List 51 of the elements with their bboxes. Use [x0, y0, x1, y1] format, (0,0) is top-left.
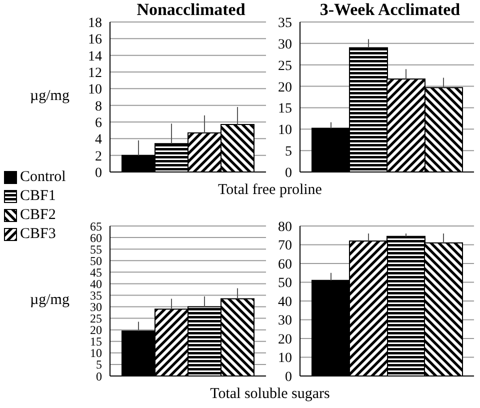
- y-axis-title: µg/mg: [30, 292, 70, 309]
- y-tick-label: 12: [88, 66, 102, 81]
- y-tick-label: 18: [88, 16, 102, 31]
- y-tick-label: 0: [285, 166, 292, 181]
- y-axis-title: µg/mg: [30, 88, 70, 105]
- y-tick-label: 0: [96, 369, 102, 384]
- legend-label: CBF2: [20, 206, 56, 225]
- y-tick-label: 16: [88, 32, 102, 48]
- y-tick-label: 15: [278, 102, 292, 117]
- y-tick-label: 15: [90, 334, 102, 349]
- y-tick-label: 14: [88, 49, 102, 64]
- chart-title: 3-Week Acclimated: [318, 0, 462, 20]
- y-tick-label: 0: [95, 166, 102, 181]
- y-tick-label: 10: [278, 351, 292, 366]
- y-tick-label: 60: [278, 257, 292, 272]
- y-tick-label: 5: [285, 144, 292, 160]
- y-tick-label: 10: [88, 82, 102, 98]
- x-axis-title: Total soluble sugars: [209, 386, 331, 403]
- y-tick-label: 30: [278, 37, 292, 52]
- y-tick-label: 40: [90, 276, 102, 291]
- y-tick-label: 60: [90, 230, 102, 245]
- y-tick-label: 35: [90, 288, 102, 302]
- y-tick-label: 50: [90, 254, 102, 268]
- legend-label: Control: [20, 168, 66, 187]
- x-axis-title: Total free proline: [217, 182, 323, 199]
- legend-label: CBF1: [20, 187, 56, 206]
- y-tick-label: 70: [278, 238, 292, 254]
- y-tick-label: 65: [90, 219, 102, 234]
- y-tick-label: 45: [90, 265, 102, 280]
- y-tick-label: 20: [278, 332, 292, 348]
- y-tick-label: 2: [95, 149, 102, 164]
- y-tick-label: 25: [90, 312, 102, 326]
- y-tick-label: 30: [278, 314, 292, 329]
- y-tick-label: 40: [278, 294, 292, 310]
- y-tick-label: 4: [95, 132, 102, 148]
- y-tick-label: 50: [278, 276, 292, 292]
- y-tick-label: 8: [95, 99, 102, 114]
- y-tick-label: 30: [90, 300, 102, 314]
- y-tick-label: 80: [278, 220, 292, 235]
- chart-title: Nonacclimated: [136, 0, 246, 20]
- y-tick-label: 55: [90, 242, 102, 256]
- legend-label: CBF3: [20, 225, 56, 244]
- y-tick-label: 20: [90, 323, 102, 338]
- y-tick-label: 0: [285, 370, 292, 385]
- y-tick-label: 35: [278, 16, 292, 31]
- y-tick-label: 20: [278, 80, 292, 96]
- y-tick-label: 25: [278, 58, 292, 74]
- y-tick-label: 6: [95, 116, 102, 131]
- y-tick-label: 10: [278, 123, 292, 138]
- y-tick-label: 5: [96, 358, 102, 372]
- y-tick-label: 10: [90, 346, 102, 360]
